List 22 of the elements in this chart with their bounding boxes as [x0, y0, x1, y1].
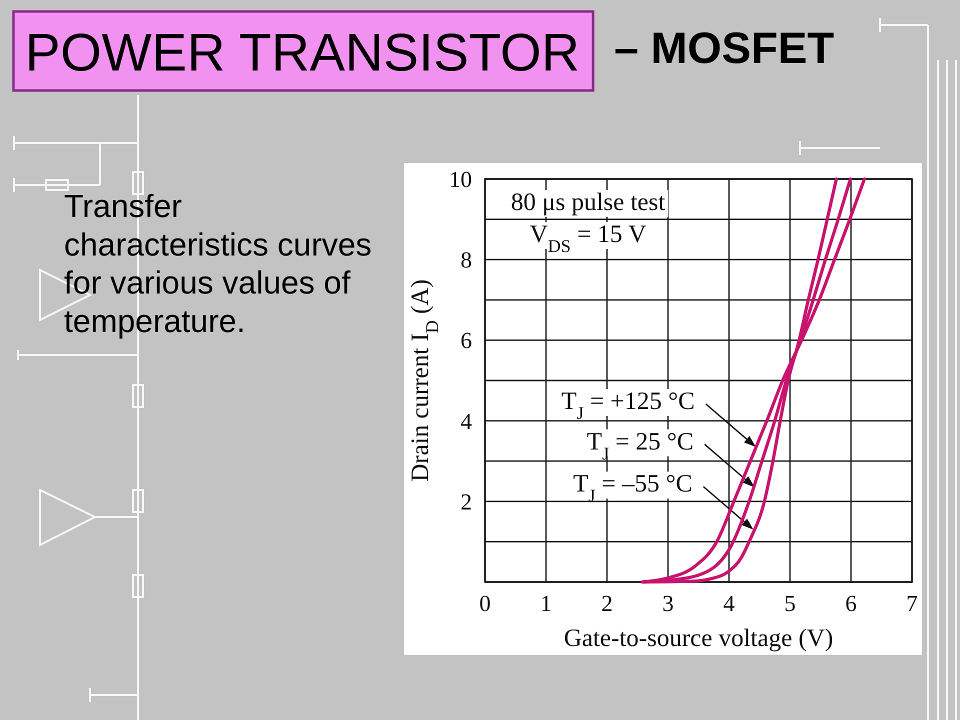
chart-subtitle: – MOSFET [614, 24, 834, 73]
x-tick-label: 2 [601, 591, 613, 616]
x-tick-label: 5 [784, 591, 796, 616]
annotation: T$_{J}$ = –55 °C [573, 470, 692, 506]
annotation: V$_{DS}$ = 15 V [530, 221, 646, 256]
y-tick-label: 2 [460, 489, 472, 514]
annotation: 80 μs pulse test [510, 189, 666, 216]
x-tick-label: 1 [540, 591, 552, 616]
y-tick-label: 4 [460, 408, 472, 434]
y-tick-label: 10 [449, 167, 472, 192]
text: Transfer characteristics curves for various values of temperature. [64, 188, 372, 339]
y-tick-label: 6 [460, 328, 472, 354]
y-tick-label: 8 [460, 248, 472, 273]
x-tick-label: 6 [845, 591, 857, 616]
annotation: T$_{J}$ = +125 °C [561, 388, 695, 423]
chart-title: POWER TRANSISTOR [25, 24, 580, 82]
x-tick-label: 0 [479, 591, 491, 616]
x-tick-label: 7 [906, 591, 918, 616]
annotation: T$_{J}$ = 25 °C [586, 428, 694, 464]
x-tick-label: 3 [662, 591, 674, 616]
x-tick-label: 4 [723, 591, 736, 616]
x-axis-title: Gate-to-source voltage (V) [564, 625, 834, 652]
